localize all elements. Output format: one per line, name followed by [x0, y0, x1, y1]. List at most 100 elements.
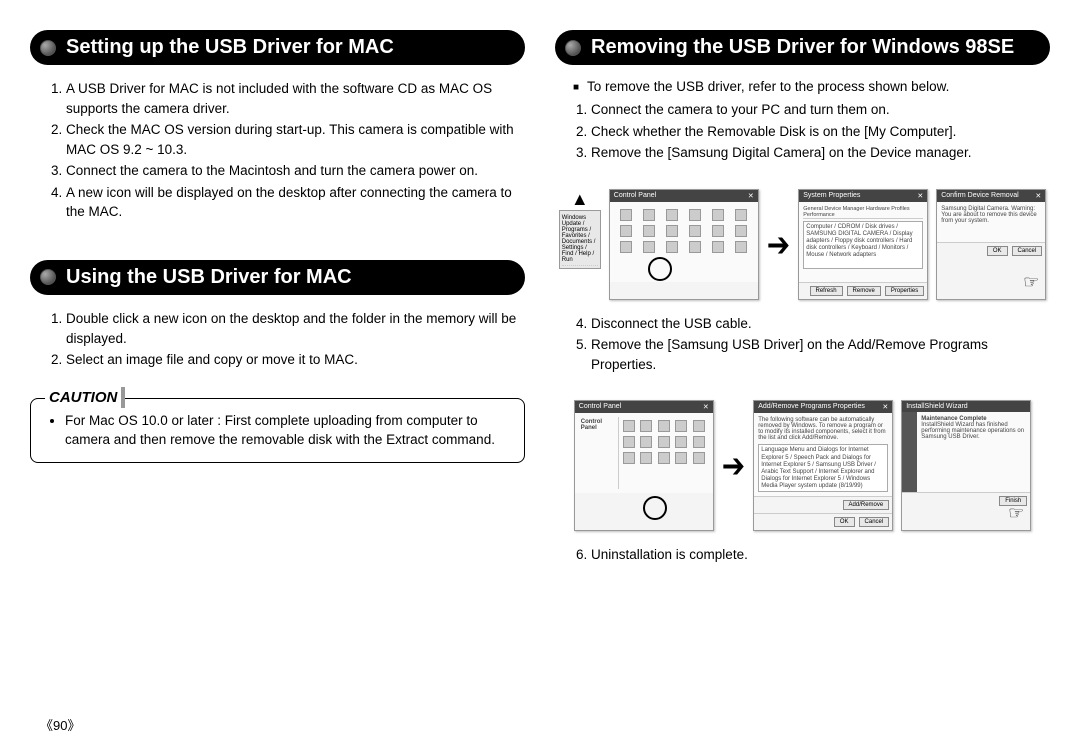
add-remove-window: Add/Remove Programs Properties ✕ The foll… — [753, 400, 893, 531]
wizard-window: InstallShield Wizard Maintenance Complet… — [901, 400, 1031, 531]
list-item: A new icon will be displayed on the desk… — [66, 183, 525, 222]
cancel-button: Cancel — [1012, 246, 1043, 256]
list-item: Connect the camera to the Macintosh and … — [66, 161, 525, 181]
arrow-right-icon: ➔ — [767, 224, 790, 264]
cp-icon — [640, 436, 652, 448]
cp-icon — [693, 452, 705, 464]
remove-button: Remove — [847, 286, 881, 296]
add-remove-button: Add/Remove — [843, 500, 890, 510]
window-title: InstallShield Wizard — [906, 403, 967, 410]
window-title: Confirm Device Removal — [941, 192, 1018, 200]
cp-icon — [675, 436, 687, 448]
dialog-description: The following software can be automatica… — [758, 417, 888, 441]
cp-icon — [675, 452, 687, 464]
wizard-sidebar-image — [902, 412, 917, 492]
cp-icon — [693, 436, 705, 448]
list-item: A USB Driver for MAC is not included wit… — [66, 79, 525, 118]
window-title: Control Panel — [579, 403, 621, 411]
close-icon: ✕ — [882, 403, 888, 411]
section-header-using-mac: Using the USB Driver for MAC — [30, 260, 525, 295]
cp-icon — [620, 241, 632, 253]
start-menu-mock: ▲ Windows Update / Programs / Favorites … — [559, 189, 601, 300]
confirm-dialog: Confirm Device Removal✕ Samsung Digital … — [936, 189, 1046, 300]
refresh-button: Refresh — [810, 286, 843, 296]
cp-icon — [643, 209, 655, 221]
sidebar-label: Control Panel — [579, 417, 619, 489]
device-tree: Computer / CDROM / Disk drives / SAMSUNG… — [803, 221, 923, 269]
arrow-right-icon: ➔ — [722, 446, 745, 486]
cp-icon — [735, 209, 747, 221]
cp-icon — [620, 225, 632, 237]
window-title: Add/Remove Programs Properties — [758, 403, 865, 411]
cp-icon — [712, 225, 724, 237]
control-panel-window-2: Control Panel ✕ Control Panel — [574, 400, 714, 531]
list-item: Select an image file and copy or move it… — [66, 350, 525, 370]
wizard-text: InstallShield Wizard has finished perfor… — [921, 422, 1026, 440]
caution-label: CAUTION — [45, 387, 125, 409]
cp-icon — [675, 420, 687, 432]
ok-button: OK — [834, 517, 855, 527]
list-item: Check whether the Removable Disk is on t… — [591, 122, 1050, 142]
cp-icon — [623, 452, 635, 464]
list-item: Remove the [Samsung Digital Camera] on t… — [591, 143, 1050, 163]
cp-icon — [643, 225, 655, 237]
properties-button: Properties — [885, 286, 924, 296]
section-body-using-mac: Double click a new icon on the desktop a… — [30, 309, 525, 372]
steps-a: Connect the camera to your PC and turn t… — [555, 100, 1050, 165]
circled-highlight — [643, 496, 667, 520]
system-properties-window: System Properties✕ General Device Manage… — [798, 189, 928, 300]
hand-pointer-icon: ☞ — [1008, 503, 1024, 524]
list-item: Double click a new icon on the desktop a… — [66, 309, 525, 348]
up-arrow-icon: ▲ — [559, 189, 601, 210]
caution-text: For Mac OS 10.0 or later : First complet… — [65, 411, 508, 450]
illustration-add-remove: Control Panel✕ Control Panel ➔ Add/Remov — [555, 400, 1050, 531]
caution-box: CAUTION For Mac OS 10.0 or later : First… — [30, 398, 525, 463]
start-menu-items: Windows Update / Programs / Favorites / … — [562, 213, 598, 266]
cp-icon — [735, 241, 747, 253]
cp-icon — [712, 209, 724, 221]
close-icon: ✕ — [748, 192, 754, 200]
steps-c: Uninstallation is complete. — [555, 545, 1050, 567]
cp-icon — [623, 436, 635, 448]
section-body-setup-mac: A USB Driver for MAC is not included wit… — [30, 79, 525, 224]
cp-icon — [658, 452, 670, 464]
close-icon: ✕ — [917, 192, 923, 200]
cp-icon — [689, 209, 701, 221]
cp-icon — [658, 436, 670, 448]
cp-icon — [643, 241, 655, 253]
section-header-remove-win: Removing the USB Driver for Windows 98SE — [555, 30, 1050, 65]
window-title: Control Panel — [614, 192, 656, 200]
close-icon: ✕ — [1035, 192, 1041, 200]
close-icon: ✕ — [703, 403, 709, 411]
cp-icon — [620, 209, 632, 221]
intro-line: To remove the USB driver, refer to the p… — [573, 79, 1050, 94]
window-title: System Properties — [803, 192, 860, 200]
left-column: Setting up the USB Driver for MAC A USB … — [30, 30, 525, 583]
list-item: Remove the [Samsung USB Driver] on the A… — [591, 335, 1050, 374]
cp-icon — [693, 420, 705, 432]
cp-icon — [623, 420, 635, 432]
illustration-device-manager: ▲ Windows Update / Programs / Favorites … — [555, 189, 1050, 300]
section-header-setup-mac: Setting up the USB Driver for MAC — [30, 30, 525, 65]
steps-b: Disconnect the USB cable. Remove the [Sa… — [555, 314, 1050, 377]
list-item: Connect the camera to your PC and turn t… — [591, 100, 1050, 120]
cp-icon — [666, 241, 678, 253]
list-item: Uninstallation is complete. — [591, 545, 1050, 565]
ok-button: OK — [987, 246, 1008, 256]
program-list: Language Menu and Dialogs for Internet E… — [758, 444, 888, 492]
cp-icon — [689, 241, 701, 253]
cp-icon — [666, 225, 678, 237]
hand-pointer-icon: ☞ — [1023, 272, 1039, 293]
cp-icon — [712, 241, 724, 253]
cp-icon — [689, 225, 701, 237]
cp-icon — [735, 225, 747, 237]
control-panel-window: Control Panel ✕ — [609, 189, 759, 300]
cp-icon — [640, 452, 652, 464]
circled-highlight — [648, 257, 672, 281]
page-number: 《90》 — [40, 715, 80, 734]
cancel-button: Cancel — [859, 517, 890, 527]
cp-icon — [666, 209, 678, 221]
right-column: Removing the USB Driver for Windows 98SE… — [555, 30, 1050, 583]
list-item: Check the MAC OS version during start-up… — [66, 120, 525, 159]
cp-icon — [640, 420, 652, 432]
